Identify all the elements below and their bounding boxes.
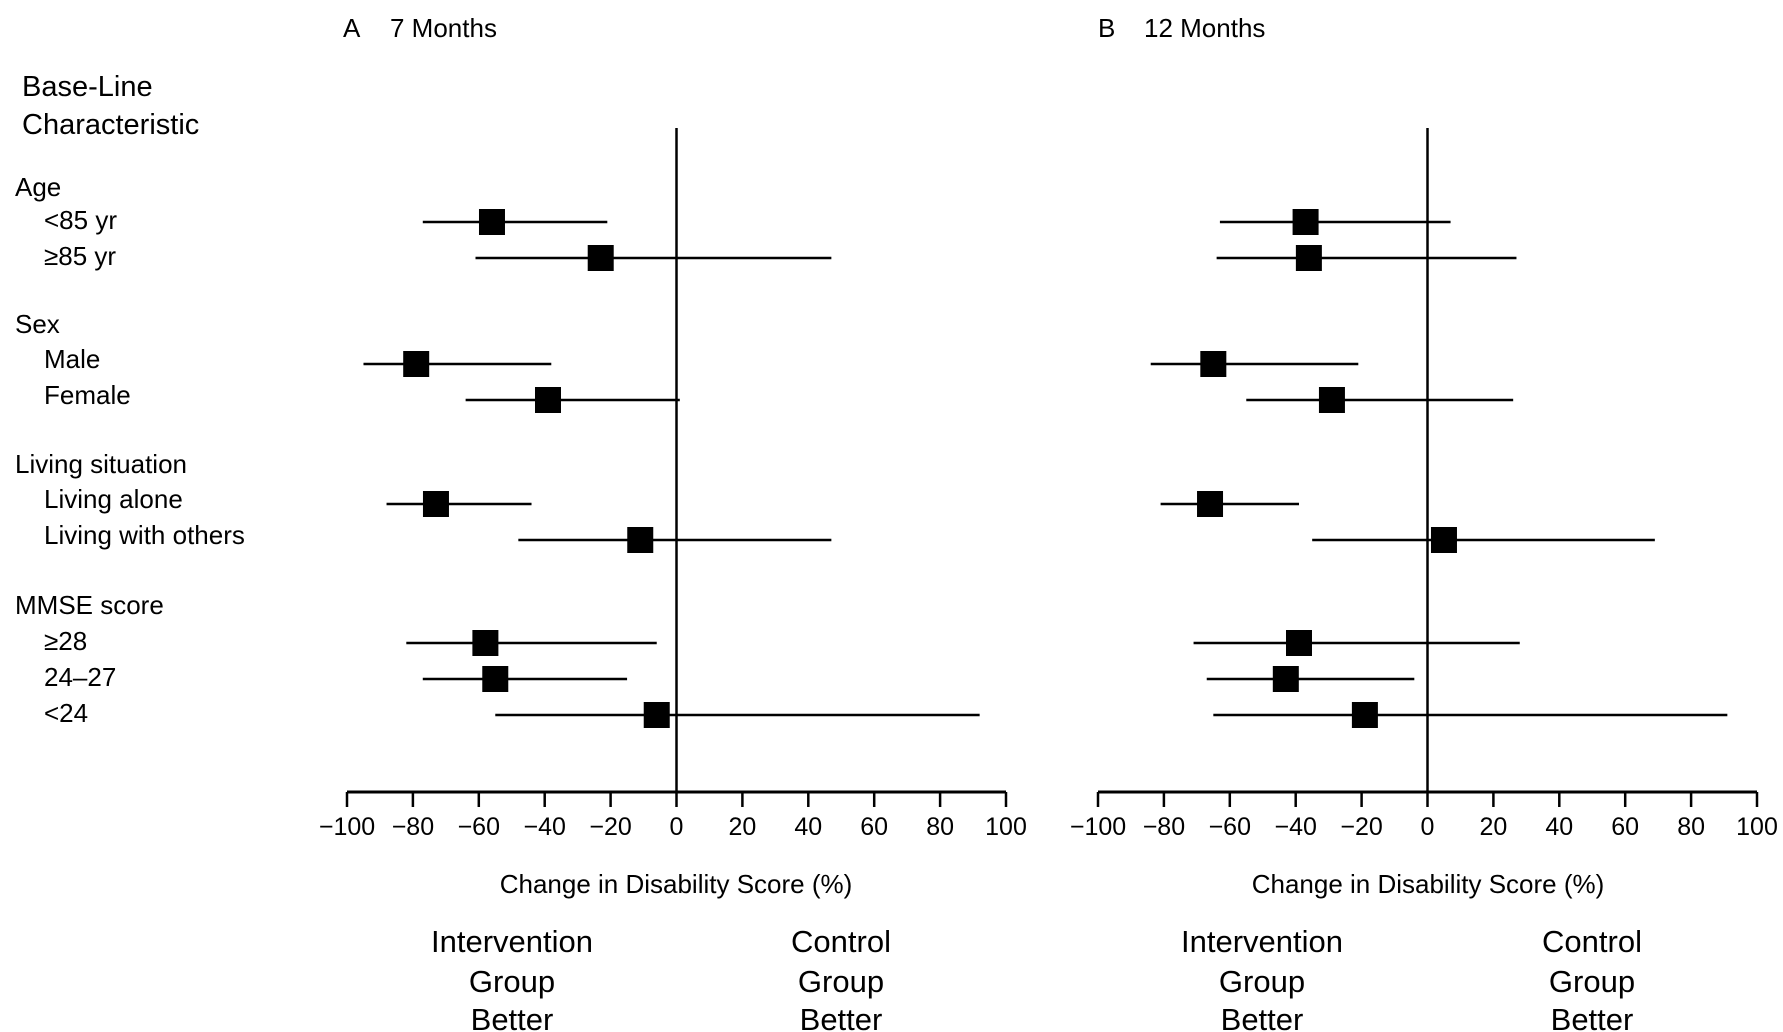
panel-a-plot: −100 −80 −60 −40 −20 0 20 40 60 80 100	[319, 128, 1027, 841]
panel-b-estimate-marker	[1285, 630, 1312, 656]
panel-a-favors-right-1: Control	[791, 924, 891, 959]
panel-b-tick-label: −20	[1340, 813, 1382, 841]
panel-a-favors-left-2: Group	[469, 964, 555, 999]
panel-a-favors-right-2: Group	[798, 964, 884, 999]
panel-b-estimate-marker	[1318, 387, 1345, 413]
panel-a-tick-label: −60	[458, 813, 500, 841]
group-label-age: Age	[15, 172, 61, 202]
panel-b-favors-right-2: Group	[1549, 964, 1635, 999]
row-header-line-1: Base-Line	[22, 71, 153, 103]
group-label-sex: Sex	[15, 309, 60, 339]
panel-a-tick-label: 60	[860, 813, 888, 841]
panel-b-title: 12 Months	[1144, 13, 1265, 43]
panel-b-tick-label: −40	[1274, 813, 1316, 841]
panel-b-favors-left-3: Better	[1221, 1002, 1304, 1032]
panel-a-title: 7 Months	[390, 13, 497, 43]
panel-a-estimate-marker	[472, 630, 499, 656]
panel-a-tick-label: 80	[926, 813, 954, 841]
panel-b-letter: B	[1098, 13, 1115, 43]
panel-b-favors-right-3: Better	[1551, 1002, 1634, 1032]
panel-a-tick-label: 100	[985, 813, 1027, 841]
panel-a-estimate-marker	[482, 666, 509, 692]
panel-b-tick-label: 0	[1421, 813, 1435, 841]
panel-a-estimate-marker	[534, 387, 561, 413]
panel-b-favors-left-2: Group	[1219, 964, 1305, 999]
row-label: Male	[44, 344, 100, 374]
panel-b-plot: −100 −80 −60 −40 −20 0 20 40 60 80 100	[1070, 128, 1778, 841]
panel-a-favors-left-1: Intervention	[431, 924, 593, 959]
panel-b-tick-label: 80	[1677, 813, 1705, 841]
panel-b-tick-label: −60	[1209, 813, 1251, 841]
panel-a-estimate-marker	[403, 351, 430, 377]
panel-a-favors-left-3: Better	[471, 1002, 554, 1032]
panel-a-tick-label: 20	[728, 813, 756, 841]
panel-a-estimate-marker	[587, 245, 614, 271]
group-label-living-situation: Living situation	[15, 449, 187, 479]
row-label: <85 yr	[44, 205, 117, 235]
panel-a-tick-label: 0	[670, 813, 684, 841]
panel-b-tick-label: 40	[1545, 813, 1573, 841]
panel-b-favors-left-1: Intervention	[1181, 924, 1343, 959]
row-label: ≥28	[44, 626, 87, 656]
row-label: Female	[44, 380, 131, 410]
panel-b-estimate-marker	[1430, 527, 1457, 553]
panel-a-estimate-marker	[643, 702, 670, 728]
panel-b-favors-right-1: Control	[1542, 924, 1642, 959]
panel-a-estimate-marker	[422, 491, 449, 517]
panel-b-estimate-marker	[1200, 351, 1227, 377]
panel-b-tick-label: 100	[1736, 813, 1778, 841]
panel-b-tick-label: −100	[1070, 813, 1126, 841]
panel-a-xlabel: Change in Disability Score (%)	[500, 869, 853, 899]
panel-b-estimate-marker	[1351, 702, 1378, 728]
panel-b-tick-label: 20	[1479, 813, 1507, 841]
row-label: <24	[44, 698, 88, 728]
row-label: Living with others	[44, 520, 245, 550]
panel-b-estimate-marker	[1292, 209, 1319, 235]
panel-b-estimate-marker	[1272, 666, 1299, 692]
panel-b-xlabel: Change in Disability Score (%)	[1252, 869, 1605, 899]
panel-a-favors-right-3: Better	[800, 1002, 883, 1032]
panel-a-tick-label: 40	[794, 813, 822, 841]
row-header-line-2: Characteristic	[22, 109, 199, 141]
panel-a-tick-label: −80	[392, 813, 434, 841]
panel-a-tick-label: −100	[319, 813, 375, 841]
group-label-mmse-score: MMSE score	[15, 590, 164, 620]
panel-a-tick-label: −40	[523, 813, 565, 841]
panel-b-estimate-marker	[1197, 491, 1224, 517]
panel-a-estimate-marker	[478, 209, 505, 235]
panel-b-tick-label: −80	[1143, 813, 1185, 841]
row-label: Living alone	[44, 484, 183, 514]
panel-b-tick-label: 60	[1611, 813, 1639, 841]
row-label: ≥85 yr	[44, 241, 116, 271]
panel-a-tick-label: −20	[589, 813, 631, 841]
row-label: 24–27	[44, 662, 116, 692]
panel-a-estimate-marker	[627, 527, 654, 553]
panel-b-estimate-marker	[1295, 245, 1322, 271]
panel-a-letter: A	[343, 13, 361, 43]
